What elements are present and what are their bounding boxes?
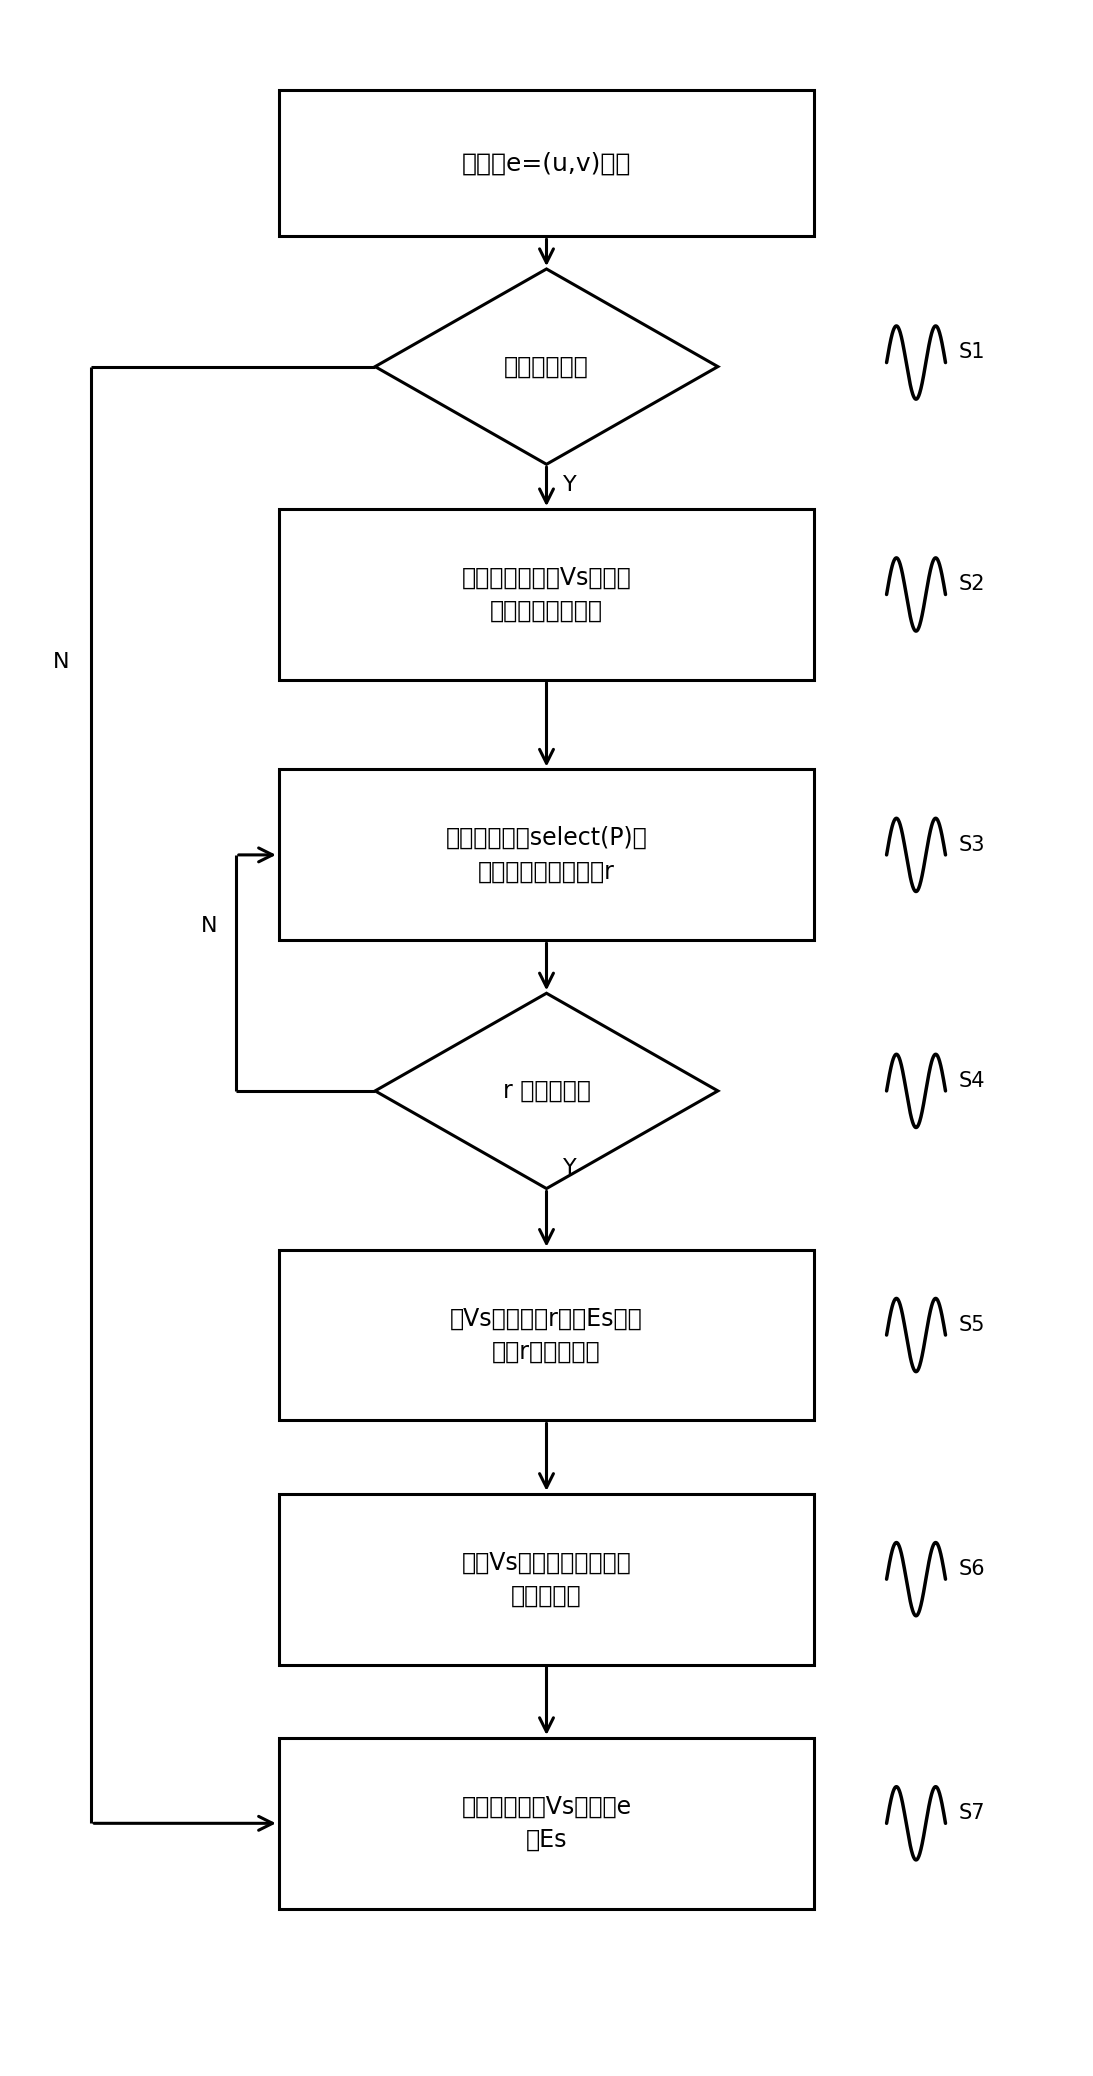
Text: S5: S5 — [959, 1314, 985, 1335]
Text: S7: S7 — [959, 1804, 985, 1823]
Text: 添加新增点到Vs，添加e
到Es: 添加新增点到Vs，添加e 到Es — [461, 1794, 632, 1852]
Text: 从Vs中删除点r，从Es中删
除与r相关联的边: 从Vs中删除点r，从Es中删 除与r相关联的边 — [450, 1306, 643, 1364]
FancyBboxPatch shape — [279, 509, 814, 681]
Text: N: N — [201, 916, 218, 936]
FancyBboxPatch shape — [279, 1495, 814, 1665]
Text: Y: Y — [563, 475, 576, 494]
Text: N: N — [54, 652, 70, 673]
Text: S2: S2 — [959, 575, 985, 594]
Text: S4: S4 — [959, 1071, 985, 1090]
FancyBboxPatch shape — [279, 1250, 814, 1420]
Text: S6: S6 — [959, 1559, 985, 1580]
Text: S3: S3 — [959, 835, 985, 855]
Text: 产生点替换？: 产生点替换？ — [504, 355, 589, 378]
Text: 使用选择算法select(P)选
择出待定的被替换点r: 使用选择算法select(P)选 择出待定的被替换点r — [446, 826, 647, 884]
FancyBboxPatch shape — [279, 1738, 814, 1908]
FancyBboxPatch shape — [279, 89, 814, 237]
Text: Y: Y — [563, 1158, 576, 1179]
Text: 流式边e=(u,v)到达: 流式边e=(u,v)到达 — [462, 152, 631, 174]
FancyBboxPatch shape — [279, 770, 814, 940]
Polygon shape — [375, 992, 718, 1190]
Text: r 符合要求？: r 符合要求？ — [503, 1080, 590, 1102]
Text: 使用替换函数为Vs中各个
点分配被替换概率: 使用替换函数为Vs中各个 点分配被替换概率 — [461, 567, 632, 623]
Text: S1: S1 — [959, 343, 985, 363]
Text: 删除Vs中由于删除边而产
生的孤立点: 删除Vs中由于删除边而产 生的孤立点 — [461, 1551, 632, 1609]
Polygon shape — [375, 270, 718, 465]
